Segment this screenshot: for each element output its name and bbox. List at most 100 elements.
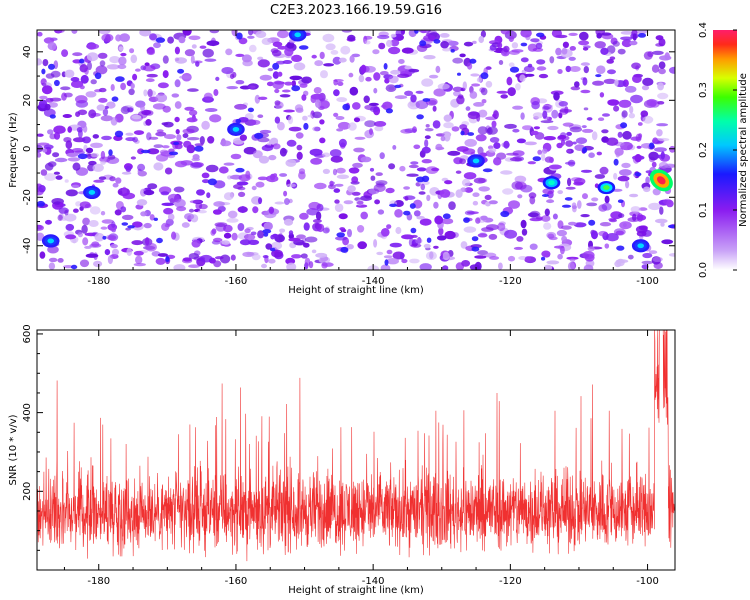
heatmap-cell [320,70,328,79]
heatmap-hotspot [603,185,610,190]
heatmap-cell [478,35,485,44]
heatmap-cell [174,101,182,109]
heatmap-hotspot [232,126,240,132]
heatmap-cell [311,54,317,59]
heatmap-cell [478,186,491,192]
heatmap-cell [657,82,664,91]
heatmap-cell [423,55,436,60]
heatmap-cell [299,83,308,88]
heatmap-cell [133,250,144,256]
heatmap-cell [532,112,544,119]
heatmap-cell [469,91,478,99]
heatmap-cell [654,147,667,153]
heatmap-cell [140,104,145,112]
heatmap-cell [415,100,429,110]
heatmap-cell [641,85,650,91]
heatmap-cell [60,86,71,91]
heatmap-cell [648,250,658,255]
colorbar-tick-label: 0.4 [698,22,709,38]
heatmap-cell [248,30,254,36]
heatmap-cell [254,94,261,104]
heatmap-cell [385,108,393,114]
heatmap-cell [613,172,618,180]
heatmap-cell [286,41,295,49]
heatmap-cell [125,132,134,136]
heatmap-cell [197,210,207,214]
heatmap-cell [261,37,272,46]
heatmap-cell [557,220,564,229]
heatmap-cell [463,217,470,223]
heatmap-cell [522,125,533,131]
heatmap-cell [432,105,437,112]
heatmap-cell [160,191,170,196]
heatmap-cell [147,148,160,155]
heatmap-cell [110,84,115,91]
spectrogram-frame [36,29,676,271]
spectrogram-x-ticks: -180 -160 -140 -120 -100 [63,30,659,287]
heatmap-cell [374,125,384,132]
heatmap-cell [582,77,588,86]
heatmap-cell [404,90,414,97]
heatmap-cell [475,217,481,224]
heatmap-cell [243,233,256,241]
heatmap-cell [157,253,168,257]
heatmap-cell [336,174,349,180]
heatmap-cell [335,236,348,241]
heatmap-cell [419,218,432,226]
heatmap-cell [658,61,666,69]
heatmap-cell [596,32,602,39]
heatmap-cell [240,205,245,214]
heatmap-cell [301,94,307,101]
heatmap-cell [109,176,116,182]
heatmap-cell [277,71,283,77]
heatmap-cell [511,42,519,49]
heatmap-cell [82,237,89,246]
heatmap-cell [254,132,264,139]
heatmap-cell [209,114,222,123]
heatmap-cell [498,262,503,270]
heatmap-cell [635,30,648,35]
heatmap-cell [474,255,487,259]
heatmap-cell [322,152,331,158]
heatmap-cell [544,208,550,217]
heatmap-cell [553,91,560,101]
spectrogram-texture [37,30,675,270]
heatmap-cell [657,92,669,100]
heatmap-cell [582,147,588,154]
heatmap-cell [223,162,235,166]
heatmap-cell [394,95,408,100]
heatmap-cell [121,171,132,175]
heatmap-cell [536,32,545,38]
heatmap-cell [348,167,360,174]
heatmap-cell [442,265,449,270]
heatmap-cell [638,207,648,211]
heatmap-cell [70,264,78,270]
heatmap-cell [176,134,182,141]
heatmap-cell [315,211,322,221]
heatmap-cell [235,53,245,58]
heatmap-cell [139,30,152,37]
heatmap-cell [262,255,269,259]
heatmap-cell [72,52,83,57]
heatmap-cell [100,226,108,230]
heatmap-cell [580,89,591,94]
heatmap-cell [613,105,620,112]
heatmap-cell [520,219,527,229]
heatmap-cell [171,231,177,240]
heatmap-cell [557,135,570,141]
heatmap-cell [53,132,61,140]
heatmap-cell [351,176,359,184]
heatmap-cell [289,75,303,81]
heatmap-cell [540,120,554,124]
heatmap-cell [144,110,154,116]
heatmap-cell [433,39,441,44]
heatmap-cell [153,217,158,221]
heatmap-cell [75,95,88,104]
heatmap-cell [291,80,296,87]
heatmap-cell [582,47,589,51]
heatmap-cell [582,193,588,200]
heatmap-cell [236,32,243,40]
heatmap-cell [547,125,559,131]
heatmap-cell [599,92,605,98]
heatmap-cell [578,40,590,46]
